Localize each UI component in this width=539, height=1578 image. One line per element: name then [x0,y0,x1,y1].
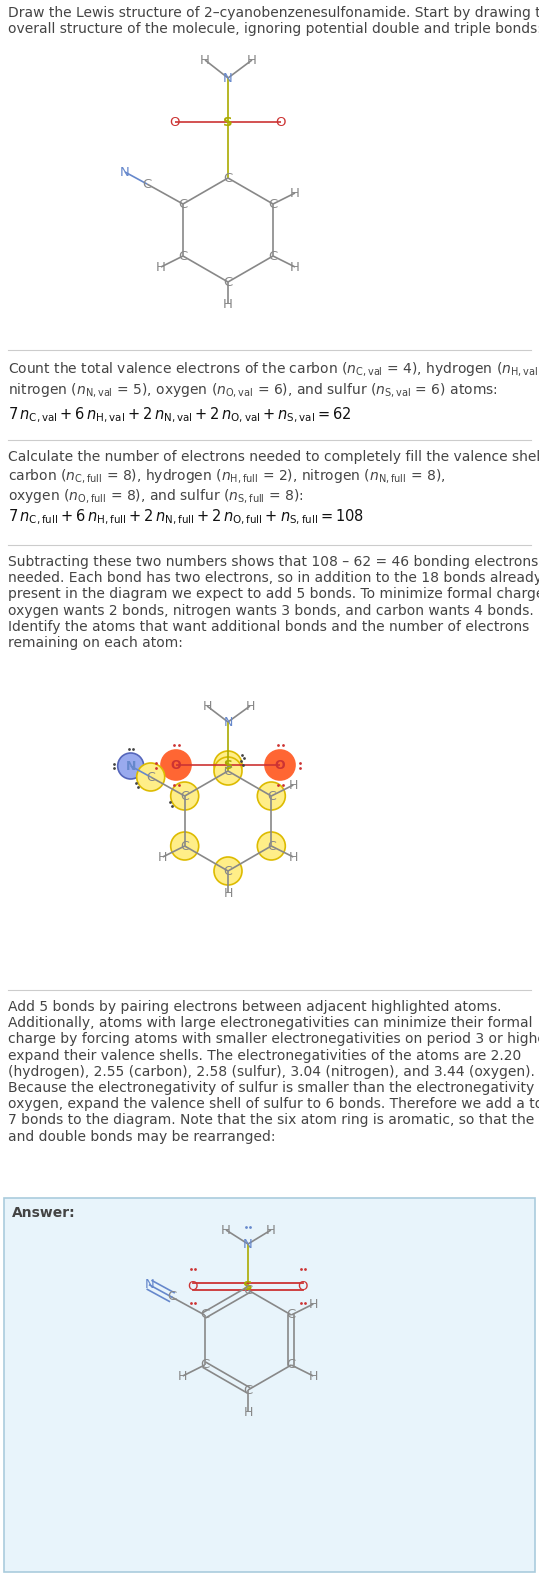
Circle shape [265,750,295,780]
Text: S: S [224,759,232,772]
Text: C: C [146,770,155,784]
Text: C: C [267,839,275,852]
Text: C: C [178,249,188,262]
Text: H: H [245,699,255,713]
Circle shape [257,783,285,810]
Text: H: H [243,1406,253,1419]
Text: C: C [244,1384,253,1397]
Circle shape [171,832,199,860]
Text: C: C [268,249,278,262]
Text: C: C [267,789,275,803]
Text: H: H [223,298,233,311]
Circle shape [171,783,199,810]
Text: N: N [243,1237,253,1250]
Text: C: C [200,1359,209,1371]
Text: O: O [171,759,181,772]
Text: H: H [178,1370,188,1382]
Text: O: O [298,1280,308,1292]
Circle shape [118,753,144,780]
Text: O: O [276,115,286,128]
Text: H: H [290,186,300,199]
Circle shape [214,757,242,784]
Circle shape [137,764,165,791]
Text: H: H [288,778,298,792]
Text: C: C [287,1308,296,1321]
Text: Add 5 bonds by pairing electrons between adjacent highlighted atoms.
Additionall: Add 5 bonds by pairing electrons between… [8,1000,539,1144]
Text: N: N [145,1278,155,1291]
Text: H: H [309,1370,318,1382]
Text: H: H [202,699,212,713]
Text: C: C [178,197,188,210]
Text: H: H [309,1297,318,1310]
Text: $7\,n_\mathrm{C,val} + 6\,n_\mathrm{H,val} + 2\,n_\mathrm{N,val} + 2\,n_\mathrm{: $7\,n_\mathrm{C,val} + 6\,n_\mathrm{H,va… [8,406,351,426]
Text: C: C [181,839,189,852]
Text: N: N [223,715,233,729]
Text: C: C [167,1291,176,1303]
Text: H: H [158,851,168,863]
Text: O: O [275,759,285,772]
Text: Subtracting these two numbers shows that 108 – 62 = 46 bonding electrons are
nee: Subtracting these two numbers shows that… [8,555,539,650]
Text: C: C [223,172,233,185]
Text: H: H [290,260,300,273]
Circle shape [257,832,285,860]
Text: Draw the Lewis structure of 2–cyanobenzenesulfonamide. Start by drawing the
over: Draw the Lewis structure of 2–cyanobenze… [8,6,539,36]
Text: O: O [170,115,180,128]
Text: Answer:: Answer: [12,1206,75,1220]
Text: H: H [288,851,298,863]
Text: C: C [142,177,151,191]
Text: H: H [266,1223,276,1237]
Text: S: S [223,115,233,128]
Text: C: C [244,1283,253,1297]
Text: C: C [223,276,233,289]
Text: $7\,n_\mathrm{C,full} + 6\,n_\mathrm{H,full} + 2\,n_\mathrm{N,full} + 2\,n_\math: $7\,n_\mathrm{C,full} + 6\,n_\mathrm{H,f… [8,508,364,527]
Text: Count the total valence electrons of the carbon ($n_\mathrm{C,val}$ = 4), hydrog: Count the total valence electrons of the… [8,360,539,399]
Circle shape [161,750,191,780]
Text: C: C [287,1359,296,1371]
Text: H: H [223,887,233,899]
Text: C: C [200,1308,209,1321]
Text: S: S [243,1280,253,1292]
FancyBboxPatch shape [4,1198,535,1572]
Text: N: N [120,166,130,178]
Text: Calculate the number of electrons needed to completely fill the valence shells f: Calculate the number of electrons needed… [8,450,539,505]
Text: C: C [224,764,232,778]
Text: N: N [223,71,233,85]
Text: H: H [247,54,257,66]
Text: C: C [181,789,189,803]
Text: H: H [221,1223,231,1237]
Circle shape [214,751,242,780]
Text: C: C [224,865,232,877]
Circle shape [214,857,242,885]
Text: H: H [200,54,210,66]
Text: N: N [126,759,136,773]
Text: O: O [188,1280,198,1292]
Text: H: H [156,260,166,273]
Text: C: C [268,197,278,210]
